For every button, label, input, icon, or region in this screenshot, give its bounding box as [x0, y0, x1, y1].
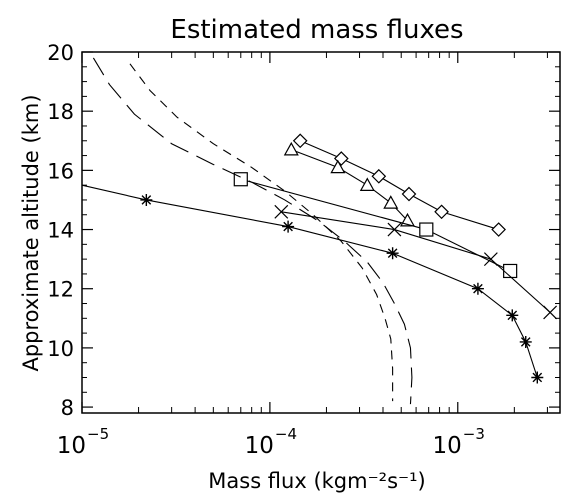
series-line	[81, 184, 538, 378]
data-point-asterisk	[282, 220, 295, 233]
series-line	[299, 140, 499, 231]
series-0	[292, 133, 506, 237]
y-tick-label: 8	[61, 396, 74, 420]
data-point-asterisk	[386, 247, 399, 260]
data-point-asterisk	[519, 335, 532, 348]
data-point-x	[483, 252, 498, 267]
series-6	[129, 63, 394, 402]
chart-title: Estimated mass fluxes	[170, 15, 463, 45]
plot-frame	[81, 51, 561, 414]
data-point-diamond	[371, 168, 387, 184]
data-point-x	[274, 204, 289, 219]
x-tick-exponent: −4	[275, 425, 297, 443]
y-tick-label: 12	[47, 278, 74, 302]
data-point-triangle	[330, 159, 346, 174]
y-tick-label: 18	[47, 100, 74, 124]
data-point-asterisk	[531, 371, 544, 384]
data-point-asterisk	[471, 282, 484, 295]
series-line	[92, 57, 413, 405]
data-point-diamond	[292, 133, 308, 149]
series-4	[81, 184, 544, 384]
x-tick-exponent: −3	[463, 425, 485, 443]
x-tick-label: 10	[432, 433, 461, 459]
y-axis-label: Approximate altitude (km)	[19, 94, 43, 371]
data-point-diamond	[434, 204, 449, 220]
data-point-triangle	[359, 177, 375, 191]
data-point-asterisk	[140, 193, 153, 206]
y-tick-label: 16	[47, 159, 74, 183]
series-5	[92, 57, 413, 405]
y-tick-label: 14	[47, 219, 74, 243]
data-point-square	[503, 263, 518, 279]
x-axis-label: Mass flux (kgm⁻²s⁻¹)	[208, 469, 425, 493]
data-point-x	[543, 305, 558, 320]
x-tick-label: 10	[245, 433, 274, 459]
y-tick-label: 10	[47, 337, 74, 361]
x-tick-label: 10	[57, 433, 86, 459]
data-point-triangle	[383, 195, 399, 209]
data-point-diamond	[491, 222, 506, 237]
series-line	[129, 63, 394, 402]
series-line	[291, 149, 408, 222]
data-point-square	[419, 222, 434, 237]
data-point-asterisk	[506, 309, 519, 322]
y-tick-label: 20	[47, 41, 74, 65]
data-point-diamond	[401, 186, 417, 202]
data-point-triangle	[399, 212, 416, 227]
series-1	[283, 141, 416, 227]
x-tick-exponent: −5	[87, 425, 109, 443]
series-3	[274, 204, 558, 320]
series-2	[233, 172, 518, 279]
data-point-triangle	[283, 141, 299, 156]
data-point-x	[387, 222, 402, 237]
series-line	[281, 211, 551, 313]
